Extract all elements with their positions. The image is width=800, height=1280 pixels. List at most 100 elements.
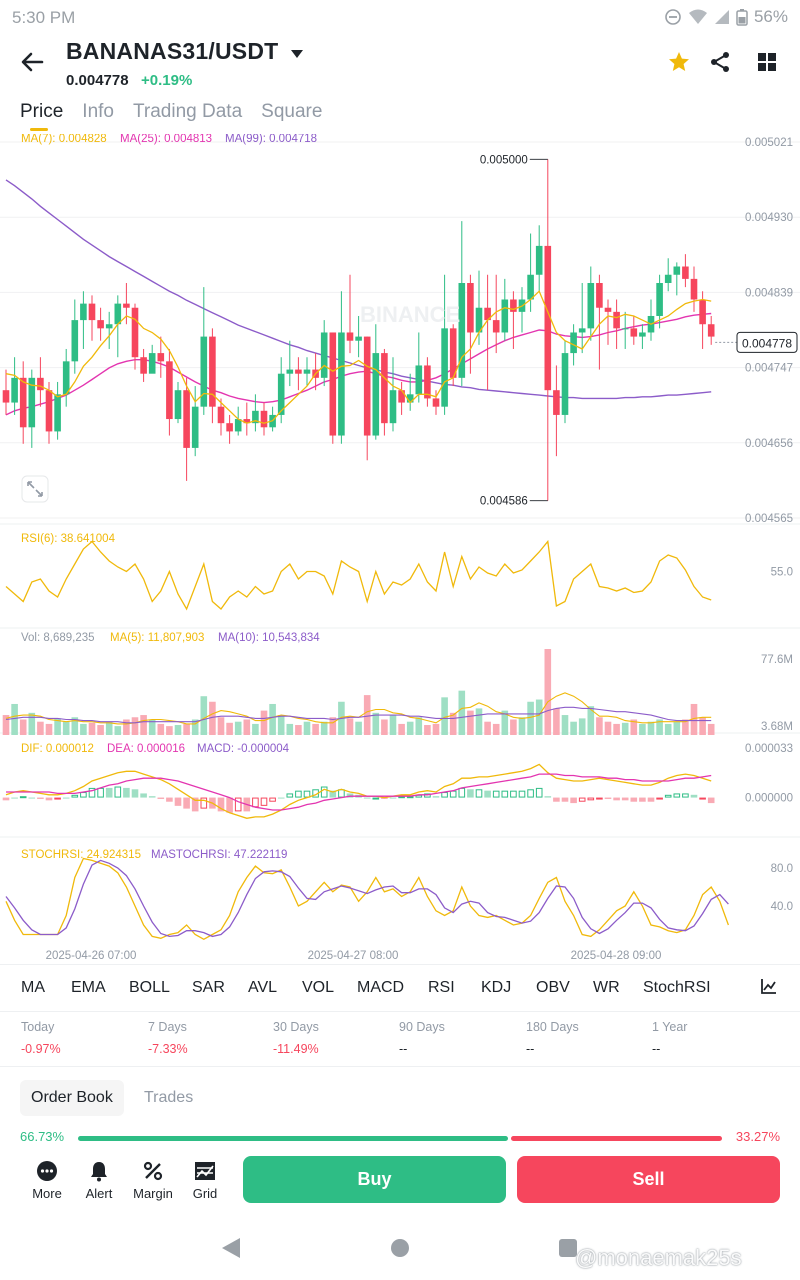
indicator-kdj[interactable]: KDJ [481, 979, 512, 996]
candle-body [372, 353, 380, 436]
expand-icon[interactable] [21, 475, 49, 503]
perf-value: -11.49% [273, 1042, 319, 1056]
sell-button[interactable]: Sell [517, 1156, 780, 1203]
tab-indicator [30, 128, 48, 131]
back-arrow-icon [21, 52, 44, 72]
tab-square[interactable]: Square [261, 101, 323, 122]
back-nav-icon[interactable] [220, 1237, 242, 1259]
macd-histogram-bar [664, 794, 672, 798]
volume-bar [71, 717, 79, 735]
tab-trading-data[interactable]: Trading Data [133, 101, 243, 122]
chart-svg[interactable]: 0.005021 0.004930 0.004839 0.004747 0.004656… [0, 134, 800, 962]
macd-histogram-bar [71, 794, 79, 798]
watermark-text: @monaemak25s [575, 1245, 742, 1270]
candle-body [37, 377, 44, 391]
margin-button[interactable]: Margin [128, 1160, 178, 1201]
favorite-button[interactable] [667, 50, 691, 74]
indicator-obv[interactable]: OBV [536, 979, 570, 996]
layout-button[interactable] [755, 50, 779, 74]
candle-body [320, 332, 328, 378]
macd-histogram-bar [97, 787, 104, 798]
rsi-label: RSI(6): 38.641004 [21, 533, 116, 545]
indicator-macd[interactable]: MACD [357, 979, 405, 996]
mastochrsi-line [5, 859, 729, 938]
macd-histogram-bar [148, 796, 156, 798]
indicator-rsi[interactable]: RSI [428, 979, 455, 996]
candle-body [381, 353, 388, 424]
indicator-stochrsi[interactable]: StochRSI [643, 979, 711, 996]
candle-body [54, 394, 61, 432]
stochrsi-axis-tick: 80.0 [771, 863, 793, 875]
indicator-settings-button[interactable] [760, 977, 778, 1000]
grid-icon [758, 53, 776, 71]
candle-body [88, 303, 96, 321]
tab-trades[interactable]: Trades [144, 1089, 194, 1106]
chart-settings-icon [761, 979, 776, 994]
sell-ratio-bar [511, 1136, 722, 1141]
pair-dropdown-caret[interactable] [290, 46, 304, 64]
volume-bar [88, 722, 96, 735]
candle-body [656, 283, 663, 316]
tab-info[interactable]: Info [82, 101, 114, 122]
volume-bar [286, 723, 294, 735]
volume-bar [260, 710, 268, 735]
share-button[interactable] [708, 50, 732, 74]
pair-title[interactable]: BANANAS31/USDT [66, 38, 279, 64]
price-axis-tick: 0.004839 [745, 287, 793, 299]
price-axis-tick: 0.004930 [745, 212, 793, 224]
macd-histogram-bar [320, 786, 328, 798]
macd-histogram-bar [458, 787, 466, 798]
candle-body [441, 328, 448, 407]
indicator-ma[interactable]: MA [21, 979, 45, 996]
percent-icon [143, 1161, 163, 1181]
macd-axis-tick: 0.000000 [745, 793, 793, 805]
candle-body [97, 320, 104, 329]
macd-histogram-bar [346, 793, 354, 798]
tab-price[interactable]: Price [20, 101, 64, 122]
alert-button[interactable]: Alert [74, 1160, 124, 1201]
recents-nav-icon[interactable] [558, 1238, 578, 1258]
macd-histogram-bar [630, 797, 638, 802]
alert-label: Alert [85, 1186, 113, 1201]
volume-bar [372, 712, 380, 735]
volume-bar [97, 725, 104, 735]
back-button[interactable] [18, 48, 48, 76]
indicator-sar[interactable]: SAR [192, 979, 225, 996]
volume-bar [587, 706, 595, 735]
perf-180d: 180 Days -- [526, 1020, 579, 1056]
candle-body [19, 377, 27, 428]
chart-area[interactable]: 0.005021 0.004930 0.004839 0.004747 0.004656… [0, 134, 800, 962]
sell-ratio-label: 33.27% [735, 1132, 780, 1144]
candle-body [510, 299, 517, 312]
volume-bar [320, 721, 328, 735]
candle-body [226, 423, 233, 432]
candle-body [673, 266, 681, 275]
candle-body [544, 245, 552, 391]
volume-bar [630, 719, 638, 735]
volume-bar [295, 725, 302, 735]
macd-histogram-bar [123, 787, 130, 798]
indicator-boll[interactable]: BOLL [129, 979, 170, 996]
more-button[interactable]: More [22, 1160, 72, 1201]
indicator-ema[interactable]: EMA [71, 979, 106, 996]
macd-histogram-bar [45, 797, 53, 801]
indicator-wr[interactable]: WR [593, 979, 620, 996]
macd-histogram-bar [191, 797, 199, 812]
home-nav-icon[interactable] [390, 1238, 410, 1258]
volume-bar [11, 703, 18, 735]
volume-bar [355, 721, 362, 735]
ma99-line [5, 179, 712, 400]
macd-histogram-bar [286, 793, 294, 798]
grid-button[interactable]: Grid [180, 1160, 230, 1201]
volume-bar [458, 690, 466, 735]
tab-order-book[interactable]: Order Book [20, 1080, 124, 1116]
candle-body [2, 390, 10, 403]
volume-bar [209, 701, 216, 735]
candle-body [200, 336, 208, 407]
indicator-vol[interactable]: VOL [302, 979, 335, 996]
buy-button[interactable]: Buy [243, 1156, 506, 1203]
performance-row: Today -0.97% 7 Days -7.33% 30 Days -11.49% … [0, 1016, 800, 1066]
candle-body [252, 410, 259, 424]
volume-bar [441, 697, 448, 735]
indicator-avl[interactable]: AVL [248, 979, 278, 996]
